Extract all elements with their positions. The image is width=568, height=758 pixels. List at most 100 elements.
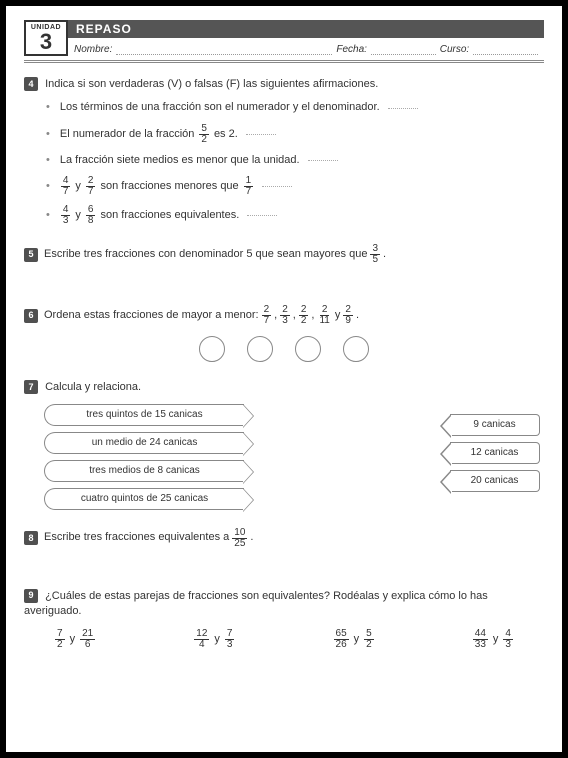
title-block: REPASO Nombre: Fecha: Curso: — [68, 20, 544, 56]
fraction: 124 — [194, 629, 209, 650]
q4-b2: El numerador de la fracción 52 es 2. — [46, 124, 544, 145]
fraction: 6526 — [334, 629, 349, 650]
label-nombre: Nombre: — [74, 44, 112, 55]
question-9: 9 ¿Cuáles de estas parejas de fracciones… — [24, 589, 544, 651]
worksheet-page: UNIDAD 3 REPASO Nombre: Fecha: Curso: 4 … — [6, 6, 562, 752]
qnum-7: 7 — [24, 380, 38, 394]
fraction: 23 — [280, 305, 290, 326]
input-fecha[interactable] — [371, 45, 436, 55]
fraction: 43 — [503, 629, 513, 650]
q4-b4: 47 y 27 son fracciones menores que 17 — [46, 176, 544, 197]
dot: . — [356, 308, 359, 323]
label-fecha: Fecha: — [336, 44, 367, 55]
q4-b3-text: La fracción siete medios es menor que la… — [60, 153, 300, 168]
match-right[interactable]: 9 canicas — [450, 414, 540, 436]
qnum-9: 9 — [24, 589, 38, 603]
fraction: 211 — [317, 305, 331, 326]
question-8: 8 Escribe tres fracciones equivalentes a… — [24, 528, 544, 549]
q4-b1: Los términos de una fracción son el nume… — [46, 100, 544, 115]
qnum-8: 8 — [24, 531, 38, 545]
pair[interactable]: 6526 y 52 — [333, 629, 375, 650]
answer-line[interactable] — [388, 108, 418, 109]
fraction: 52 — [199, 124, 209, 145]
match-left[interactable]: tres medios de 8 canicas — [44, 460, 244, 482]
q4-b2-text-b: es 2. — [214, 127, 238, 142]
fraction: 72 — [55, 629, 65, 650]
fraction: 52 — [364, 629, 374, 650]
fraction-pairs: 72 y 216 124 y 73 6526 y 52 4433 y 43 — [54, 629, 514, 650]
input-nombre[interactable] — [116, 45, 332, 55]
answer-line[interactable] — [247, 215, 277, 216]
fraction: 47 — [61, 176, 71, 197]
page-title: REPASO — [68, 20, 544, 38]
y-text: y — [75, 179, 81, 194]
question-7: 7 Calcula y relaciona. tres quintos de 1… — [24, 380, 544, 509]
answer-circle[interactable] — [295, 336, 321, 362]
right-shapes: 9 canicas 12 canicas 20 canicas — [450, 414, 540, 492]
question-6: 6 Ordena estas fracciones de mayor a men… — [24, 305, 544, 362]
q4-b5-text: son fracciones equivalentes. — [100, 208, 239, 223]
q7-text: Calcula y relaciona. — [45, 381, 141, 393]
unit-box: UNIDAD 3 — [24, 20, 68, 56]
answer-line[interactable] — [308, 160, 338, 161]
match-left[interactable]: cuatro quintos de 25 canicas — [44, 488, 244, 510]
header: UNIDAD 3 REPASO Nombre: Fecha: Curso: — [24, 20, 544, 56]
fraction: 216 — [80, 629, 95, 650]
fraction: 1025 — [232, 528, 247, 549]
pair[interactable]: 72 y 216 — [54, 629, 96, 650]
question-4: 4 Indica si son verdaderas (V) o falsas … — [24, 77, 544, 226]
fraction: 68 — [86, 205, 96, 226]
q8-text: Escribe tres fracciones equivalentes a — [44, 530, 229, 545]
q4-b2-text-a: El numerador de la fracción — [60, 127, 195, 142]
match-left[interactable]: un medio de 24 canicas — [44, 432, 244, 454]
unit-number: 3 — [40, 31, 52, 53]
label-curso: Curso: — [440, 44, 469, 55]
fraction: 17 — [244, 176, 254, 197]
header-fields: Nombre: Fecha: Curso: — [68, 38, 544, 56]
y-text: y — [354, 632, 360, 647]
y-text: y — [335, 308, 341, 323]
qnum-4: 4 — [24, 77, 38, 91]
left-shapes: tres quintos de 15 canicas un medio de 2… — [44, 404, 244, 510]
q4-b4-text: son fracciones menores que — [100, 179, 238, 194]
answer-circles — [24, 336, 544, 362]
y-text: y — [493, 632, 499, 647]
qnum-5: 5 — [24, 248, 38, 262]
input-curso[interactable] — [473, 45, 538, 55]
y-text: y — [75, 208, 81, 223]
answer-circle[interactable] — [247, 336, 273, 362]
q4-b3: La fracción siete medios es menor que la… — [46, 153, 544, 168]
q6-text: Ordena estas fracciones de mayor a menor… — [44, 308, 259, 323]
q4-bullets: Los términos de una fracción son el nume… — [46, 100, 544, 226]
match-right[interactable]: 12 canicas — [450, 442, 540, 464]
relate-row: tres quintos de 15 canicas un medio de 2… — [24, 404, 544, 510]
q4-b5: 43 y 68 son fracciones equivalentes. — [46, 205, 544, 226]
divider — [24, 60, 544, 63]
dot: . — [383, 247, 386, 262]
pair[interactable]: 124 y 73 — [193, 629, 235, 650]
y-text: y — [70, 632, 76, 647]
q5-text: Escribe tres fracciones con denominador … — [44, 247, 367, 262]
q4-b1-text: Los términos de una fracción son el nume… — [60, 100, 380, 115]
fraction: 35 — [370, 244, 380, 265]
fraction: 27 — [86, 176, 96, 197]
fraction: 73 — [225, 629, 235, 650]
answer-circle[interactable] — [199, 336, 225, 362]
fraction: 43 — [61, 205, 71, 226]
pair[interactable]: 4433 y 43 — [472, 629, 514, 650]
fraction: 27 — [262, 305, 272, 326]
dot: . — [250, 530, 253, 545]
qnum-6: 6 — [24, 309, 38, 323]
answer-line[interactable] — [262, 186, 292, 187]
question-5: 5 Escribe tres fracciones con denominado… — [24, 244, 544, 265]
y-text: y — [214, 632, 220, 647]
answer-circle[interactable] — [343, 336, 369, 362]
fraction: 29 — [343, 305, 353, 326]
q9-text: ¿Cuáles de estas parejas de fracciones s… — [24, 590, 488, 617]
match-left[interactable]: tres quintos de 15 canicas — [44, 404, 244, 426]
answer-line[interactable] — [246, 134, 276, 135]
fraction: 4433 — [473, 629, 488, 650]
fraction: 22 — [299, 305, 309, 326]
match-right[interactable]: 20 canicas — [450, 470, 540, 492]
q4-text: Indica si son verdaderas (V) o falsas (F… — [45, 78, 378, 90]
